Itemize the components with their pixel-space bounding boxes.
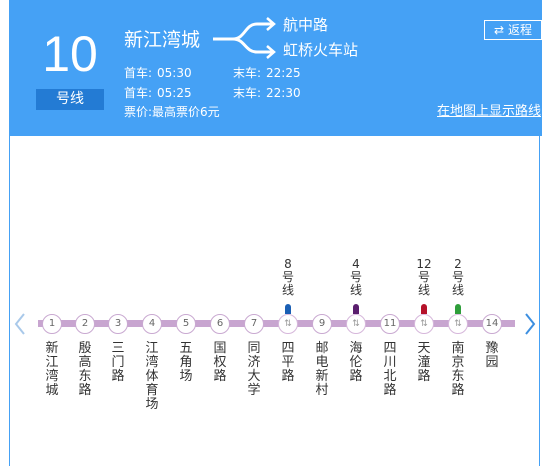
transfer-line-number: 2: [454, 257, 462, 271]
station-number[interactable]: 3: [108, 314, 128, 334]
station-number[interactable]: 1: [42, 314, 62, 334]
station-number[interactable]: 11: [380, 314, 400, 334]
last-train-label: 末车:: [233, 66, 262, 80]
swap-icon: ⇄: [494, 23, 505, 37]
line-number: 10: [42, 26, 98, 82]
first-train-time: 05:30: [157, 66, 192, 80]
return-button[interactable]: ⇄ 返程: [484, 20, 542, 40]
transfer-line-marker: [421, 304, 427, 314]
transfer-line-label: 12 号线: [414, 258, 434, 297]
start-station: 新江湾城: [124, 29, 201, 51]
station-name[interactable]: 江湾体育场: [145, 341, 159, 412]
transfer-line-label: 4 号线: [346, 258, 366, 297]
station-name[interactable]: 新江湾城: [45, 341, 59, 398]
transfer-line-text: 号线: [451, 270, 464, 297]
branch-arrow-icon: [213, 17, 276, 59]
station-name[interactable]: 四川北路: [383, 341, 397, 398]
station-name[interactable]: 海伦路: [349, 341, 363, 384]
station-name[interactable]: 南京东路: [451, 341, 465, 398]
station-number[interactable]: 6: [210, 314, 230, 334]
transfer-line-text: 号线: [349, 270, 362, 297]
station-name[interactable]: 三门路: [111, 341, 125, 384]
station-name[interactable]: 同济大学: [247, 341, 261, 398]
station-name[interactable]: 四平路: [281, 341, 295, 384]
station-name[interactable]: 国权路: [213, 341, 227, 384]
line-header: 10 号线 新江湾城 航中路 虹桥火车站 首车: 05:30 末车: 22:25 首车…: [9, 0, 542, 136]
station-name[interactable]: 五角场: [179, 341, 193, 384]
last-train-label: 末车:: [233, 86, 262, 100]
station-name[interactable]: 豫园: [485, 341, 499, 370]
transfer-icon[interactable]: ⇅: [414, 314, 434, 334]
first-train-label: 首车:: [124, 86, 153, 100]
station-number[interactable]: 7: [244, 314, 264, 334]
end-station-a: 航中路: [283, 16, 329, 34]
transfer-icon[interactable]: ⇅: [278, 314, 298, 334]
service-times: 首车: 05:30 末车: 22:25 首车: 05:25 末车: 22:30: [124, 63, 301, 103]
times-row: 首车: 05:30 末车: 22:25: [124, 63, 301, 83]
route-track: [38, 320, 515, 327]
transfer-line-label: 2 号线: [448, 258, 468, 297]
line-suffix: 号线: [36, 89, 104, 110]
station-number[interactable]: 9: [312, 314, 332, 334]
show-map-link[interactable]: 在地图上显示路线: [437, 104, 542, 119]
transfer-line-number: 4: [352, 257, 360, 271]
station-number[interactable]: 14: [482, 314, 502, 334]
first-train-label: 首车:: [124, 66, 153, 80]
transfer-line-marker: [455, 304, 461, 314]
transfer-line-marker: [285, 304, 291, 314]
first-train-time: 05:25: [157, 86, 192, 100]
route-panel: [9, 136, 540, 466]
end-station-b: 虹桥火车站: [283, 41, 359, 59]
transfer-icon[interactable]: ⇅: [346, 314, 366, 334]
transfer-line-label: 8 号线: [278, 258, 298, 297]
station-number[interactable]: 2: [75, 314, 95, 334]
last-train-time: 22:30: [266, 86, 301, 100]
last-train-time: 22:25: [266, 66, 301, 80]
fare-info: 票价:最高票价6元: [124, 105, 220, 119]
transfer-line-marker: [353, 304, 359, 314]
station-name[interactable]: 邮电新村: [315, 341, 329, 398]
return-label: 返程: [507, 23, 532, 37]
transfer-line-text: 号线: [281, 270, 294, 297]
scroll-right-icon[interactable]: [523, 312, 537, 336]
times-row: 首车: 05:25 末车: 22:30: [124, 83, 301, 103]
station-name[interactable]: 天潼路: [417, 341, 431, 384]
transfer-icon[interactable]: ⇅: [448, 314, 468, 334]
transfer-line-text: 号线: [417, 270, 430, 297]
station-name[interactable]: 殷高东路: [78, 341, 92, 398]
station-number[interactable]: 4: [142, 314, 162, 334]
transfer-line-number: 12: [416, 257, 432, 271]
transfer-line-number: 8: [284, 257, 292, 271]
scroll-left-icon[interactable]: [13, 312, 27, 336]
station-number[interactable]: 5: [176, 314, 196, 334]
